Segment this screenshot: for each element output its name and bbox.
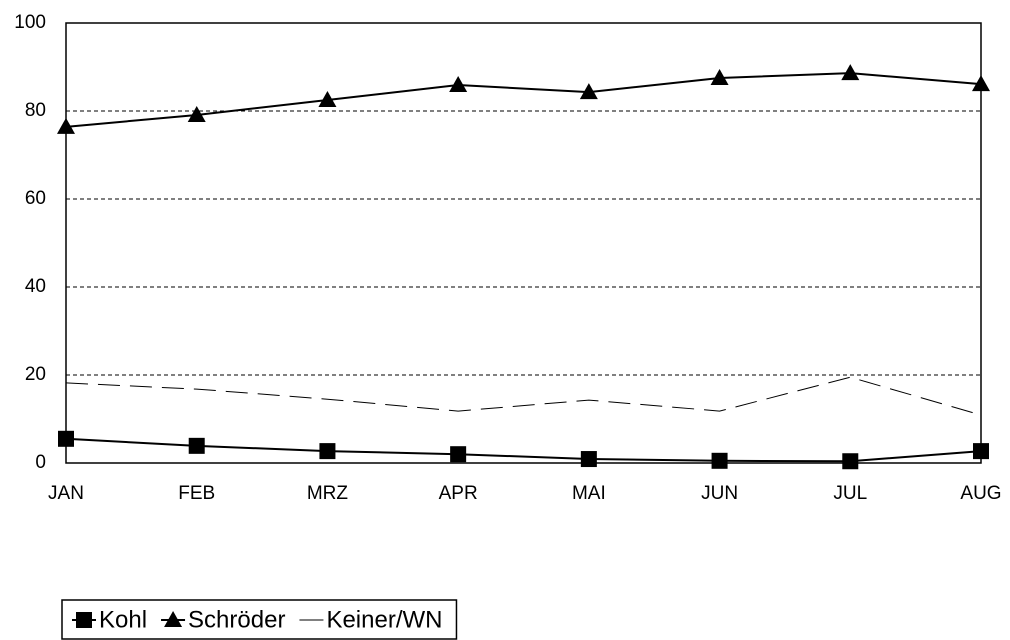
x-tick-label: JUN bbox=[701, 483, 738, 504]
x-tick-label: MAI bbox=[572, 483, 606, 504]
marker bbox=[187, 105, 206, 122]
x-tick-label: MRZ bbox=[307, 483, 349, 504]
marker bbox=[972, 75, 990, 92]
series-line bbox=[65, 376, 982, 416]
x-tick-label: APR bbox=[439, 483, 478, 504]
marker bbox=[319, 443, 336, 460]
legend: Kohl Schröder Keiner/WN bbox=[61, 599, 458, 640]
series-line bbox=[65, 437, 982, 463]
legend-label: Keiner/WN bbox=[326, 606, 442, 633]
y-tick-label: 40 bbox=[25, 276, 46, 297]
x-tick-label: AUG bbox=[960, 483, 1001, 504]
marker bbox=[711, 452, 728, 469]
marker bbox=[710, 69, 729, 85]
y-tick-label: 60 bbox=[25, 188, 46, 209]
legend-box bbox=[61, 599, 458, 640]
legend-label: Kohl bbox=[99, 606, 147, 633]
marker bbox=[318, 91, 337, 107]
marker bbox=[58, 430, 74, 447]
marker bbox=[449, 76, 468, 93]
marker bbox=[579, 83, 598, 100]
marker bbox=[76, 612, 92, 628]
y-tick-label: 80 bbox=[25, 100, 46, 121]
x-tick-label: JAN bbox=[48, 483, 84, 504]
plot-frame bbox=[65, 22, 982, 464]
marker bbox=[450, 446, 467, 463]
marker bbox=[841, 64, 860, 81]
marker bbox=[842, 453, 859, 470]
y-tick-label: 100 bbox=[14, 12, 46, 33]
series-line bbox=[65, 72, 982, 128]
x-tick-label: FEB bbox=[178, 483, 215, 504]
marker bbox=[164, 611, 183, 627]
x-tick-label: JUL bbox=[833, 483, 867, 504]
marker bbox=[188, 437, 205, 454]
y-tick-label: 20 bbox=[25, 364, 46, 385]
y-tick-label: 0 bbox=[35, 452, 46, 473]
marker bbox=[973, 443, 989, 460]
marker bbox=[57, 117, 75, 134]
legend-label: Schröder bbox=[188, 606, 285, 633]
marker bbox=[580, 451, 597, 468]
